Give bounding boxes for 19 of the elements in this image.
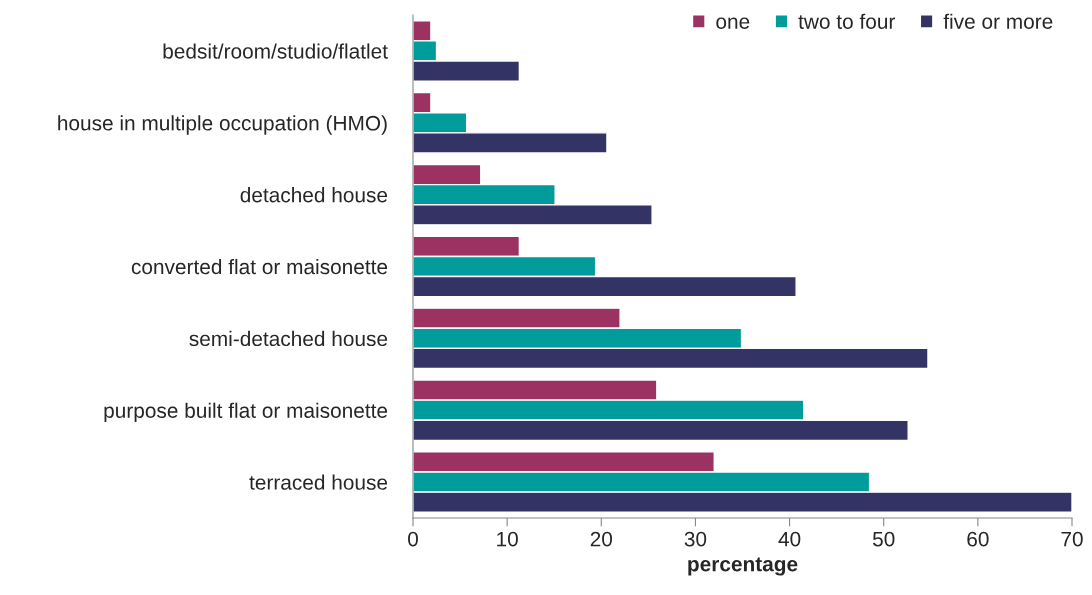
y-tick-label: house in multiple occupation (HMO): [58, 115, 387, 135]
x-axis-title: percentage: [688, 557, 798, 576]
y-tick-label: purpose built flat or maisonette: [104, 402, 388, 423]
legend-label: five or more: [943, 13, 1053, 29]
x-tick-label: 50: [872, 531, 895, 547]
y-tick-label: converted flat or maisonette: [131, 258, 388, 275]
x-tick-label: 30: [684, 531, 707, 547]
y-tick-label: terraced house: [249, 474, 388, 490]
legend-label: one: [716, 17, 750, 29]
y-tick-label: bedsit/room/studio/flatlet: [163, 43, 388, 59]
x-tick-label: 70: [1061, 531, 1083, 547]
legend-label: two to four: [798, 13, 896, 29]
x-tick-label: 10: [497, 531, 518, 547]
x-tick-label: 60: [967, 531, 989, 547]
y-tick-label: detached house: [240, 187, 388, 203]
x-tick-label: 0: [408, 531, 418, 547]
x-tick-label: 40: [778, 531, 801, 547]
x-tick-label: 20: [590, 531, 613, 547]
y-tick-label: semi-detached house: [189, 330, 388, 347]
